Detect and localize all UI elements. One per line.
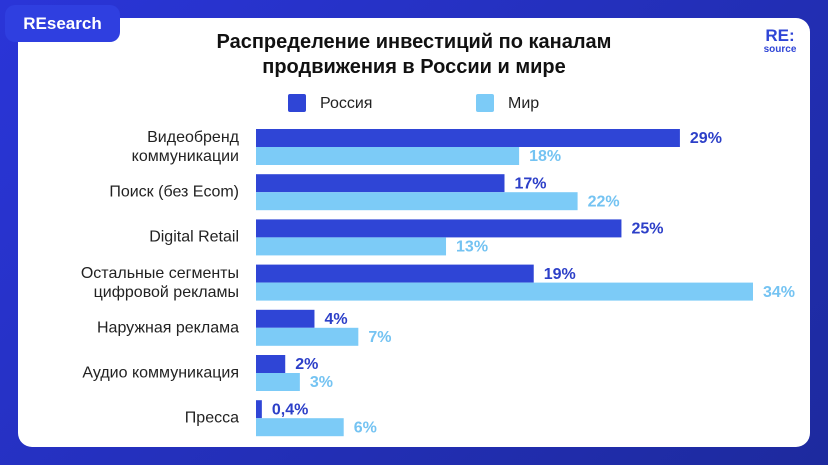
category-label: Остальные сегменты цифровой рекламы — [80, 264, 239, 301]
bar — [256, 400, 262, 419]
category-label: Аудио коммуникация — [82, 364, 239, 382]
legend-label: Россия — [320, 95, 372, 112]
value-label: 0,4% — [272, 401, 308, 418]
bar — [256, 129, 680, 147]
logo-sub: source — [763, 44, 797, 55]
bar — [256, 264, 534, 283]
value-label: 3% — [310, 374, 333, 391]
value-label: 6% — [354, 419, 377, 436]
bar — [256, 147, 520, 165]
bar — [256, 192, 578, 211]
badge: REsearch — [5, 5, 120, 42]
value-label: 25% — [631, 221, 663, 238]
category-label: Наружная реклама — [96, 319, 239, 337]
bar — [256, 309, 315, 328]
value-label: 18% — [529, 148, 561, 165]
bar — [256, 373, 300, 391]
value-label: 4% — [324, 311, 347, 328]
category-label: Поиск (без Ecom) — [109, 183, 239, 201]
value-label: 2% — [295, 356, 318, 373]
bar — [256, 237, 447, 256]
value-label: 34% — [763, 284, 795, 301]
chart-title: Распределение инвестиций по каналам прод… — [216, 31, 612, 78]
category-label: Пресса — [184, 409, 239, 427]
bar — [256, 219, 622, 238]
bar — [256, 327, 359, 346]
legend-swatch — [476, 94, 494, 112]
category-label: Digital Retail — [149, 228, 239, 246]
bar — [256, 174, 505, 193]
category-label: Видеобренд коммуникации — [131, 129, 239, 165]
bar — [256, 282, 753, 301]
value-label: 29% — [690, 130, 722, 147]
value-label: 17% — [515, 175, 547, 192]
value-label: 19% — [544, 266, 576, 283]
value-label: 13% — [456, 239, 488, 256]
logo: RE: — [765, 26, 795, 45]
legend-label: Мир — [508, 95, 539, 112]
value-label: 7% — [368, 329, 391, 346]
legend-swatch — [288, 94, 306, 112]
value-label: 22% — [588, 193, 620, 210]
bar — [256, 418, 344, 437]
bar — [256, 355, 286, 373]
